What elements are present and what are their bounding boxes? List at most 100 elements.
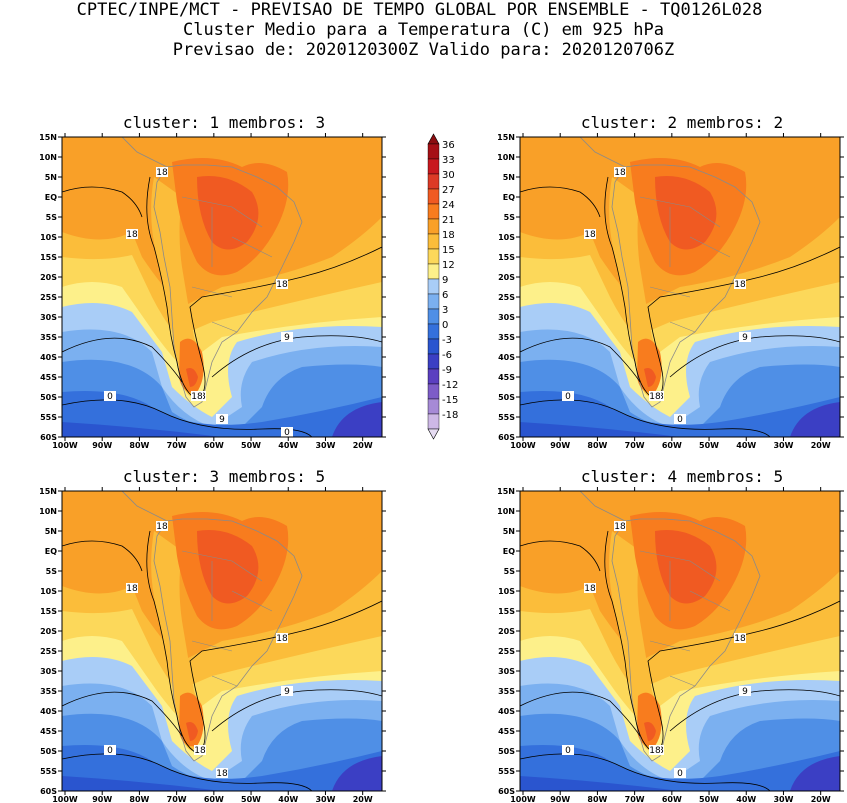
lon-tick-label: 60W xyxy=(204,795,224,803)
lon-tick-label: 90W xyxy=(92,795,112,803)
colorbar-label: -3 xyxy=(442,335,452,346)
lat-tick-label: 5N xyxy=(45,527,57,536)
colorbar-label: -12 xyxy=(442,380,458,391)
colorbar-label: 27 xyxy=(442,185,455,196)
lon-tick-label: 90W xyxy=(550,795,570,803)
lat-tick-label: 50S xyxy=(498,747,515,756)
lat-tick-label: 5N xyxy=(45,173,57,182)
contour-label: 0 xyxy=(565,392,571,402)
lon-tick-label: 80W xyxy=(129,441,149,450)
lat-tick-label: 5N xyxy=(503,173,515,182)
colorbar-swatch xyxy=(427,413,440,430)
lon-tick-label: 30W xyxy=(315,795,335,803)
contour-label: 18 xyxy=(126,584,138,594)
lat-tick-label: 30S xyxy=(498,667,515,676)
contour-label: 18 xyxy=(649,746,661,756)
lon-tick-label: 30W xyxy=(773,441,793,450)
lat-tick-label: 50S xyxy=(498,393,515,402)
lat-tick-label: 10N xyxy=(39,153,57,162)
lat-tick-label: 5S xyxy=(504,567,516,576)
colorbar-label: 24 xyxy=(442,200,455,211)
contour-label: 18 xyxy=(276,280,288,290)
lat-tick-label: EQ xyxy=(503,547,515,556)
contour-label: 18 xyxy=(126,230,138,240)
colorbar-swatch xyxy=(427,383,440,400)
lon-tick-label: 70W xyxy=(625,795,645,803)
lon-tick-label: 70W xyxy=(625,441,645,450)
lon-tick-label: 60W xyxy=(662,441,682,450)
lat-tick-label: 10N xyxy=(497,507,515,516)
contour-label: 18 xyxy=(614,522,626,532)
colorbar-swatch xyxy=(427,293,440,310)
lon-tick-label: 80W xyxy=(587,441,607,450)
panel-title-cluster-4: cluster: 4 membros: 5 xyxy=(580,467,784,486)
lon-tick-label: 60W xyxy=(662,795,682,803)
lon-tick-label: 100W xyxy=(510,795,536,803)
lon-tick-label: 100W xyxy=(510,441,536,450)
contour-label: 18 xyxy=(156,522,168,532)
lat-tick-label: 5S xyxy=(504,213,516,222)
lon-tick-label: 90W xyxy=(550,441,570,450)
contour-label: 9 xyxy=(742,333,748,343)
lat-tick-label: 35S xyxy=(40,333,57,342)
panel-title-cluster-1: cluster: 1 membros: 3 xyxy=(122,113,326,132)
contour-label: 18 xyxy=(584,584,596,594)
colorbar-label: 36 xyxy=(442,140,455,151)
lon-tick-label: 90W xyxy=(92,441,112,450)
colorbar-label: 15 xyxy=(442,245,455,256)
panel-title-cluster-3: cluster: 3 membros: 5 xyxy=(122,467,326,486)
colorbar-label: 18 xyxy=(442,230,455,241)
colorbar-swatch xyxy=(427,278,440,295)
lon-tick-label: 50W xyxy=(241,441,261,450)
lat-tick-label: 20S xyxy=(40,273,57,282)
lat-tick-label: 25S xyxy=(498,647,515,656)
lon-tick-label: 60W xyxy=(204,441,224,450)
colorbar-bottom-arrow xyxy=(427,428,440,440)
panel-title-cluster-2: cluster: 2 membros: 2 xyxy=(580,113,784,132)
colorbar-top-arrow xyxy=(427,133,440,145)
lat-tick-label: 40S xyxy=(40,707,57,716)
colorbar-swatch xyxy=(427,263,440,280)
lat-tick-label: 35S xyxy=(498,333,515,342)
lat-tick-label: 45S xyxy=(40,373,57,382)
lat-tick-label: 50S xyxy=(40,393,57,402)
colorbar-swatch xyxy=(427,158,440,175)
lat-tick-label: 25S xyxy=(498,293,515,302)
colorbar-swatch xyxy=(427,203,440,220)
colorbar-swatch xyxy=(427,338,440,355)
contour-label: 9 xyxy=(219,415,225,425)
lat-tick-label: 45S xyxy=(498,373,515,382)
lat-tick-label: 55S xyxy=(498,413,515,422)
contour-label: 18 xyxy=(584,230,596,240)
contour-label: 18 xyxy=(614,168,626,178)
lat-tick-label: 10S xyxy=(40,233,57,242)
lat-tick-label: 30S xyxy=(40,667,57,676)
lat-tick-label: 35S xyxy=(498,687,515,696)
map-panel-cluster-1: 1818181890918015N10N5NEQ5S10S15S20S25S30… xyxy=(39,133,386,450)
colorbar-swatch xyxy=(427,143,440,160)
lat-tick-label: 10N xyxy=(497,153,515,162)
lat-tick-label: 15N xyxy=(39,487,57,496)
lon-tick-label: 50W xyxy=(699,441,719,450)
lon-tick-label: 40W xyxy=(278,441,298,450)
lat-tick-label: 60S xyxy=(40,433,57,442)
lat-tick-label: 15N xyxy=(497,487,515,496)
colorbar-swatch xyxy=(427,173,440,190)
lat-tick-label: 40S xyxy=(40,353,57,362)
map-panel-cluster-3: 18 18 18 18 9 0 18 15N 10N 5N EQ 5S 10S 15S 20S 25S 30S 3… xyxy=(39,487,386,803)
map-panel-cluster-4: 181818189001815N10N5NEQ5S10S15S20S25S30S… xyxy=(497,487,844,803)
colorbar-label: -9 xyxy=(442,365,452,376)
forecast-dates: Previsao de: 2020120300Z Valido para: 20… xyxy=(172,40,675,60)
lon-tick-label: 80W xyxy=(587,795,607,803)
lat-tick-label: 20S xyxy=(498,627,515,636)
contour-label: 18 xyxy=(194,746,206,756)
lat-tick-label: 55S xyxy=(498,767,515,776)
lon-tick-label: 100W xyxy=(52,441,78,450)
contour-label: 18 xyxy=(649,392,661,402)
contour-label: 18 xyxy=(156,168,168,178)
contour-label: 18 xyxy=(216,769,228,779)
main-title: CPTEC/INPE/MCT - PREVISAO DE TEMPO GLOBA… xyxy=(76,0,763,20)
lat-tick-label: 15S xyxy=(498,253,515,262)
colorbar-label: 0 xyxy=(442,320,448,331)
